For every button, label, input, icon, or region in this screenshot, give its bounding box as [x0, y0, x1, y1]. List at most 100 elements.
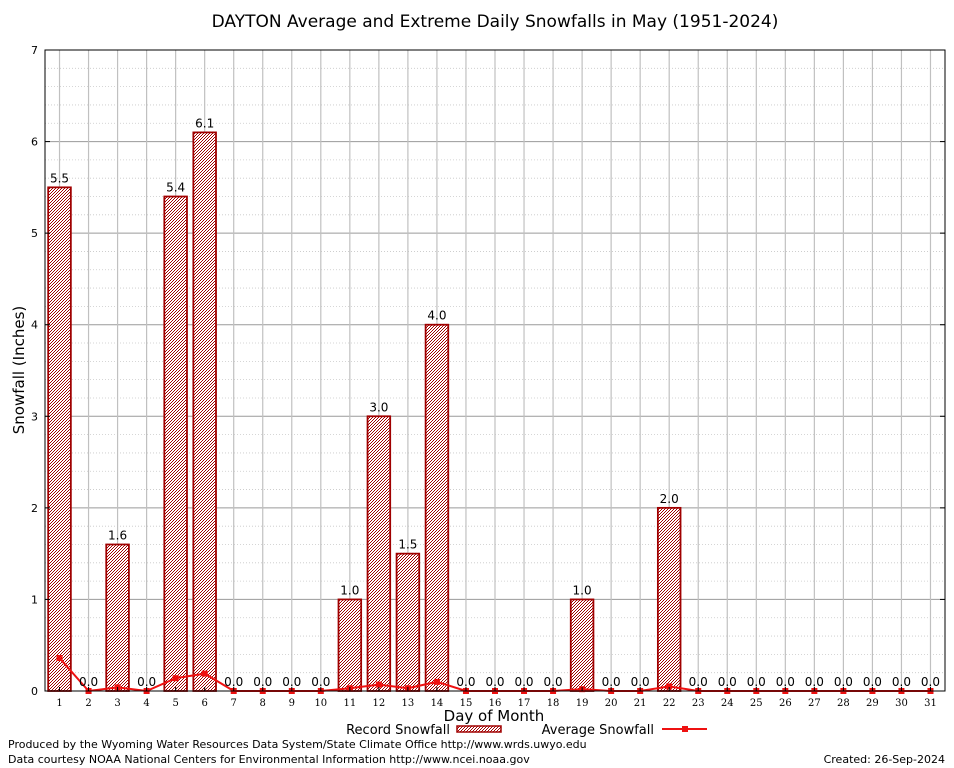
average-point-day-12: [375, 681, 382, 688]
x-tick-label-day-12: 12: [373, 698, 386, 709]
x-tick-label-day-15: 15: [460, 698, 473, 709]
record-bar-day-19: [569, 598, 595, 692]
data-label-day-26: 0.0: [776, 675, 795, 689]
bars: [47, 131, 682, 692]
y-tick-label: 4: [31, 319, 38, 332]
data-label-day-12: 3.0: [369, 400, 388, 414]
x-tick-label-day-30: 30: [895, 698, 908, 709]
legend-average-marker: [682, 726, 688, 732]
footer-created: Created: 26-Sep-2024: [824, 753, 945, 766]
x-tick-label-day-4: 4: [143, 698, 149, 709]
x-tick-label-day-25: 25: [750, 698, 763, 709]
average-point-day-22: [666, 683, 673, 690]
data-label-day-22: 2.0: [660, 492, 679, 506]
x-tick-label-day-31: 31: [924, 698, 937, 709]
x-tick-label-day-21: 21: [634, 698, 647, 709]
record-bar-day-11: [337, 598, 363, 692]
data-labels: 5.5 0.0 1.6 0.0 5.4 6.1 0.0 0.0 0.0 0.0 1.0 3.0 1.5 4…: [50, 116, 940, 689]
average-point-day-5: [172, 675, 179, 682]
data-label-day-23: 0.0: [689, 675, 708, 689]
data-label-day-5: 5.4: [166, 181, 185, 195]
legend-record-swatch: [456, 725, 502, 733]
x-tick-label-day-29: 29: [866, 698, 879, 709]
data-label-day-13: 1.5: [398, 538, 417, 552]
y-tick-label: 2: [31, 502, 38, 515]
data-label-day-11: 1.0: [340, 583, 359, 597]
x-tick-label-day-5: 5: [172, 698, 178, 709]
record-bar-day-5: [163, 195, 188, 692]
x-tick-label-day-19: 19: [576, 698, 589, 709]
y-tick-label: 6: [31, 136, 38, 149]
record-bar-day-1: [47, 186, 72, 692]
record-bar-day-12: [366, 415, 392, 692]
x-tick-label-day-27: 27: [808, 698, 821, 709]
record-bar-day-13: [395, 552, 421, 692]
y-tick-label: 0: [31, 685, 38, 698]
legend: Record Snowfall Average Snowfall: [346, 723, 707, 738]
data-label-day-14: 4.0: [427, 309, 446, 323]
average-point-day-14: [433, 678, 440, 685]
data-label-day-6: 6.1: [195, 116, 214, 130]
data-label-day-18: 0.0: [544, 675, 563, 689]
data-label-day-27: 0.0: [805, 675, 824, 689]
data-label-day-25: 0.0: [747, 675, 766, 689]
average-point-day-6: [201, 670, 208, 677]
data-label-day-24: 0.0: [718, 675, 737, 689]
record-bar-day-22: [656, 506, 682, 692]
data-label-day-9: 0.0: [282, 675, 301, 689]
data-label-day-17: 0.0: [514, 675, 533, 689]
data-label-day-15: 0.0: [456, 675, 475, 689]
data-label-day-10: 0.0: [311, 675, 330, 689]
x-tick-label-day-3: 3: [114, 698, 120, 709]
data-label-day-7: 0.0: [224, 675, 243, 689]
x-tick-label-day-24: 24: [721, 698, 734, 709]
y-tick-label: 7: [31, 44, 38, 57]
data-label-day-20: 0.0: [602, 675, 621, 689]
data-label-day-30: 0.0: [892, 675, 911, 689]
x-tick-label-day-7: 7: [231, 698, 237, 709]
footer-data-courtesy: Data courtesy NOAA National Centers for …: [8, 753, 530, 766]
x-tick-label-day-23: 23: [692, 698, 705, 709]
x-tick-label-day-17: 17: [518, 698, 531, 709]
y-tick-label: 5: [31, 227, 38, 240]
y-tick-label: 3: [31, 410, 38, 423]
record-bar-day-14: [424, 323, 450, 692]
data-label-day-21: 0.0: [631, 675, 650, 689]
x-tick-label-day-22: 22: [663, 698, 676, 709]
x-tick-label-day-16: 16: [489, 698, 502, 709]
chart-title: DAYTON Average and Extreme Daily Snowfal…: [212, 12, 779, 32]
data-label-day-8: 0.0: [253, 675, 272, 689]
x-tick-label-day-26: 26: [779, 698, 792, 709]
data-label-day-28: 0.0: [834, 675, 853, 689]
record-bar-day-3: [105, 543, 130, 692]
legend-average-label: Average Snowfall: [542, 723, 654, 738]
average-point-day-1: [56, 655, 63, 662]
data-label-day-29: 0.0: [863, 675, 882, 689]
legend-record-label: Record Snowfall: [346, 723, 450, 738]
record-bar-day-6: [192, 131, 217, 692]
x-tick-label-day-1: 1: [56, 698, 62, 709]
footer-produced-by: Produced by the Wyoming Water Resources …: [8, 738, 587, 751]
x-tick-label-day-8: 8: [260, 698, 266, 709]
y-tick-label: 1: [31, 593, 38, 606]
x-tick-label-day-11: 11: [343, 698, 356, 709]
data-label-day-16: 0.0: [485, 675, 504, 689]
data-label-day-19: 1.0: [573, 583, 592, 597]
y-axis-label: Snowfall (Inches): [10, 306, 28, 434]
data-label-day-31: 0.0: [921, 675, 940, 689]
data-label-day-1: 5.5: [50, 171, 69, 185]
x-tick-label-day-28: 28: [837, 698, 850, 709]
x-tick-label-day-13: 13: [402, 698, 415, 709]
x-tick-label-day-2: 2: [85, 698, 91, 709]
x-axis-label: Day of Month: [444, 707, 545, 725]
x-tick-label-day-14: 14: [431, 698, 444, 709]
x-tick-label-day-18: 18: [547, 698, 560, 709]
data-label-day-3: 1.6: [108, 528, 127, 542]
x-tick-label-day-20: 20: [605, 698, 618, 709]
x-tick-label-day-10: 10: [314, 698, 327, 709]
data-label-day-4: 0.0: [137, 675, 156, 689]
x-tick-label-day-9: 9: [289, 698, 295, 709]
x-tick-label-day-6: 6: [201, 698, 207, 709]
